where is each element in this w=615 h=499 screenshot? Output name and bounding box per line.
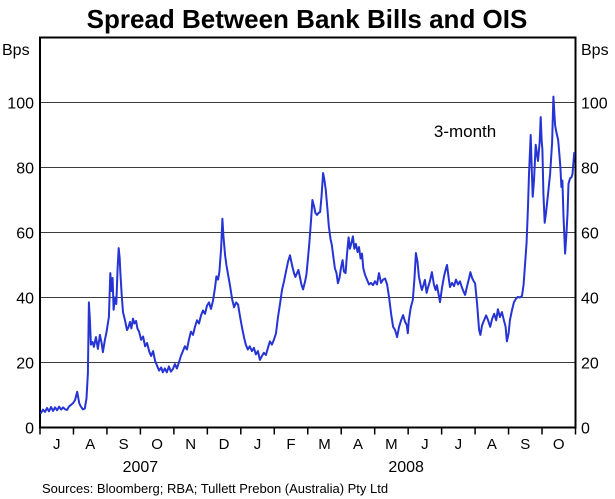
y-unit-label-left: Bps: [2, 42, 30, 59]
y-tick-label-left: 100: [7, 96, 34, 113]
series-annotation: 3-month: [434, 122, 496, 141]
y-axis-tick-labels: 0 0 20 20 40 40 60 60 80 80 100 100: [7, 96, 608, 438]
x-tick-label-month: A: [353, 436, 363, 453]
x-tick-label-month: F: [286, 436, 295, 453]
x-tick-label-month: S: [520, 436, 530, 453]
x-tick-label-month: J: [254, 436, 262, 453]
y-tick-label-right: 40: [581, 291, 599, 308]
y-tick-label-left: 20: [16, 356, 34, 373]
x-year-label: 2008: [388, 459, 424, 476]
y-tick-label-left: 60: [16, 226, 34, 243]
x-tick-label-month: S: [119, 436, 129, 453]
data-line-3-month: [40, 95, 576, 414]
x-tick-label-month: J: [421, 436, 429, 453]
page-title: Spread Between Bank Bills and OIS: [87, 4, 528, 34]
x-tick-label-month: J: [455, 436, 463, 453]
y-tick-label-left: 0: [25, 421, 34, 438]
x-tick-label-month: O: [151, 436, 163, 453]
y-unit-label-right: Bps: [581, 42, 609, 59]
y-tick-label-right: 0: [581, 421, 590, 438]
y-tick-label-right: 60: [581, 226, 599, 243]
x-tick-label-month: M: [318, 436, 331, 453]
x-tick-label-month: N: [185, 436, 196, 453]
gridlines: [40, 102, 576, 363]
y-tick-label-right: 80: [581, 161, 599, 178]
y-tick-label-left: 40: [16, 291, 34, 308]
x-year-label: 2007: [123, 459, 159, 476]
y-tick-label-left: 80: [16, 161, 34, 178]
x-tick-label-month: O: [553, 436, 565, 453]
y-tick-label-right: 20: [581, 356, 599, 373]
sources-note: Sources: Bloomberg; RBA; Tullett Prebon …: [42, 481, 388, 496]
plot-frame: [39, 36, 577, 435]
x-tick-label-month: A: [85, 436, 95, 453]
x-axis-tick-labels: J A S O N D J F M A M J J A S O 2007 2008: [53, 436, 565, 476]
y-tick-label-right: 100: [581, 96, 608, 113]
x-tick-label-month: M: [385, 436, 398, 453]
series-label-3-month: 3-month: [434, 122, 496, 141]
x-tick-label-month: A: [487, 436, 497, 453]
x-tick-label-month: D: [219, 436, 230, 453]
x-tick-label-month: J: [53, 436, 61, 453]
